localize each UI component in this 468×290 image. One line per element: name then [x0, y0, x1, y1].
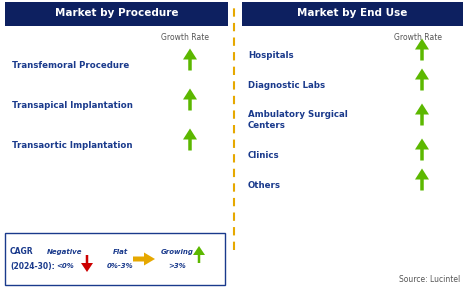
Text: Others: Others	[248, 180, 281, 189]
Text: Clinics: Clinics	[248, 151, 279, 160]
Polygon shape	[415, 139, 429, 160]
Text: Transfemoral Procedure: Transfemoral Procedure	[12, 61, 129, 70]
Text: Diagnostic Labs: Diagnostic Labs	[248, 81, 325, 90]
Text: Growth Rate: Growth Rate	[161, 32, 209, 41]
Polygon shape	[415, 168, 429, 191]
Text: CAGR: CAGR	[10, 247, 34, 256]
Polygon shape	[415, 104, 429, 126]
Polygon shape	[193, 246, 205, 263]
Text: Market by Procedure: Market by Procedure	[55, 8, 178, 18]
Polygon shape	[81, 255, 93, 272]
Text: Transapical Implantation: Transapical Implantation	[12, 101, 133, 110]
Text: Growth Rate: Growth Rate	[394, 32, 442, 41]
FancyBboxPatch shape	[5, 233, 225, 285]
Text: Ambulatory Surgical
Centers: Ambulatory Surgical Centers	[248, 110, 348, 130]
Text: Negative: Negative	[47, 249, 83, 255]
Polygon shape	[183, 128, 197, 151]
FancyBboxPatch shape	[242, 2, 463, 26]
Polygon shape	[415, 68, 429, 90]
Polygon shape	[415, 39, 429, 61]
Text: Growing: Growing	[161, 249, 193, 255]
Text: Source: Lucintel: Source: Lucintel	[399, 276, 460, 284]
Polygon shape	[133, 253, 155, 266]
Text: Transaortic Implantation: Transaortic Implantation	[12, 140, 132, 150]
Text: Hospitals: Hospitals	[248, 50, 293, 59]
Polygon shape	[183, 88, 197, 110]
Text: (2024-30):: (2024-30):	[10, 262, 55, 271]
Text: >3%: >3%	[168, 263, 186, 269]
Polygon shape	[183, 48, 197, 70]
FancyBboxPatch shape	[5, 2, 228, 26]
Text: <0%: <0%	[56, 263, 74, 269]
Text: 0%-3%: 0%-3%	[107, 263, 133, 269]
Text: Flat: Flat	[112, 249, 128, 255]
Text: Market by End Use: Market by End Use	[297, 8, 408, 18]
